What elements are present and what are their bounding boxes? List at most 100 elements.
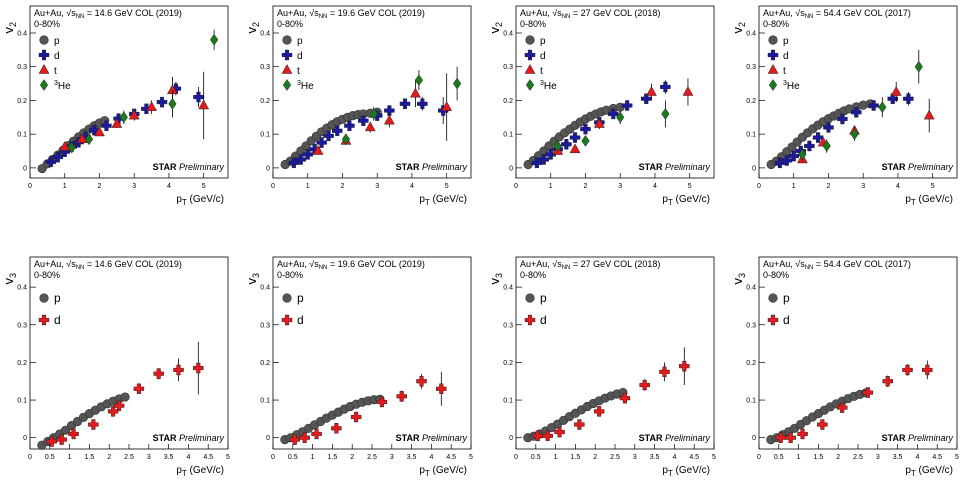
y-tick-label: 0.4 <box>746 285 756 292</box>
y-tick-label: 0.1 <box>260 132 270 139</box>
data-point-t <box>646 85 657 96</box>
x-tick-label: 0.5 <box>531 454 541 461</box>
x-tick-label: 4 <box>672 454 676 461</box>
star-preliminary: STAR Preliminary <box>153 433 225 443</box>
data-point-d <box>331 423 342 434</box>
data-point-d <box>580 123 591 135</box>
data-point-d <box>344 120 355 131</box>
y-tick-label: 0.2 <box>746 360 756 367</box>
plot-frame <box>758 5 958 179</box>
y-tick-label: 0.1 <box>503 398 513 405</box>
x-tick-label: 5 <box>931 183 935 190</box>
y-tick-label: 0.2 <box>503 98 513 105</box>
centrality-label: 0-80% <box>763 19 789 29</box>
centrality-label: 0-80% <box>34 19 60 29</box>
legend-label: p <box>54 291 61 305</box>
data-point-d <box>903 93 914 104</box>
star-preliminary: STAR Preliminary <box>882 433 954 443</box>
legend-label: d <box>54 51 60 62</box>
y-tick-label: 0.2 <box>746 98 756 105</box>
x-tick-label: 2 <box>98 183 102 190</box>
x-tick-label: 1 <box>549 183 553 190</box>
x-tick-label: 4.5 <box>203 454 213 461</box>
x-tick-label: 4 <box>653 183 657 190</box>
centrality-label: 0-80% <box>34 270 60 280</box>
x-tick-label: 5 <box>688 183 692 190</box>
y-tick-label: 0.1 <box>746 398 756 405</box>
star-preliminary: STAR Preliminary <box>396 162 468 172</box>
legend-label: d <box>783 313 790 327</box>
legend-marker-p <box>525 35 535 45</box>
x-tick-label: 3 <box>861 183 865 190</box>
data-point-d <box>788 150 799 162</box>
x-axis-label: pT (GeV/c) <box>905 194 953 207</box>
data-point-d <box>113 400 125 411</box>
data-point-d <box>641 93 652 104</box>
data-point-d <box>101 120 112 131</box>
data-point-d <box>323 130 334 142</box>
x-tick-label: 0 <box>271 183 275 190</box>
y-tick-label: 0.1 <box>260 398 270 405</box>
data-point-t <box>76 133 88 143</box>
x-tick-label: 3.5 <box>650 454 660 461</box>
y-axis-label: v3 <box>1 273 18 285</box>
x-tick-label: 1.5 <box>85 454 95 461</box>
data-point-d <box>376 396 388 408</box>
data-point-3He <box>616 111 625 124</box>
data-point-3He <box>67 141 76 154</box>
x-tick-label: 3 <box>876 454 880 461</box>
x-tick-label: 4 <box>186 454 190 461</box>
x-tick-label: 4 <box>167 183 171 190</box>
y-tick-label: 0 <box>752 165 756 172</box>
y-tick-label: 0 <box>266 165 270 172</box>
y-tick-label: 0.2 <box>503 360 513 367</box>
x-axis-label: pT (GeV/c) <box>662 194 710 207</box>
x-tick-label: 1.5 <box>328 454 338 461</box>
data-point-d <box>332 125 343 137</box>
data-point-d <box>882 375 893 387</box>
legend-marker-p <box>282 35 292 45</box>
data-point-d <box>823 122 834 133</box>
data-point-3He <box>878 101 887 114</box>
data-point-d <box>193 91 204 103</box>
legend-marker-t <box>524 63 536 74</box>
legend-label: d <box>540 313 547 327</box>
y-tick-label: 0.3 <box>260 64 270 71</box>
data-point-t <box>59 140 71 151</box>
y-tick-label: 0.4 <box>17 30 27 37</box>
data-point-d <box>804 140 815 152</box>
data-point-d <box>170 83 182 94</box>
x-tick-label: 0 <box>271 454 275 461</box>
x-tick-label: 5 <box>226 454 230 461</box>
x-tick-label: 5 <box>712 454 716 461</box>
y-tick-label: 0 <box>266 435 270 442</box>
legend-marker-d <box>524 314 536 326</box>
x-tick-label: 3.5 <box>164 454 174 461</box>
y-tick-label: 0.3 <box>17 322 27 329</box>
data-point-3He <box>210 33 219 46</box>
legend-marker-p <box>768 35 778 45</box>
data-point-d <box>46 436 58 447</box>
data-point-d <box>542 430 553 442</box>
data-point-d <box>887 93 898 104</box>
x-axis-label: pT (GeV/c) <box>176 465 224 478</box>
centrality-label: 0-80% <box>520 19 546 29</box>
legend-label: t <box>540 66 543 77</box>
x-tick-label: 2.5 <box>610 454 620 461</box>
chart-title: Au+Au, √sNN = 19.6 GeV COL (2019) <box>277 259 425 271</box>
data-point-d <box>153 368 164 379</box>
legend-marker-p <box>282 293 292 303</box>
chart-title: Au+Au, √sNN = 14.6 GeV COL (2019) <box>34 8 182 20</box>
chart-panel-1: 0 1 2 3 4 5 0 0.1 0.2 0.3 0.4 pT (GeV/c) v2 Au+Au, √s… <box>1 5 229 207</box>
plot-frame <box>29 5 229 179</box>
legend-label: p <box>783 36 789 47</box>
x-tick-label: 3 <box>375 183 379 190</box>
legend-marker-t <box>767 63 779 74</box>
x-tick-label: 2 <box>836 454 840 461</box>
y-tick-label: 0.4 <box>503 285 513 292</box>
x-tick-label: 1 <box>797 454 801 461</box>
data-point-d <box>574 419 585 430</box>
x-tick-label: 4 <box>410 183 414 190</box>
y-axis-label: v3 <box>487 273 504 285</box>
